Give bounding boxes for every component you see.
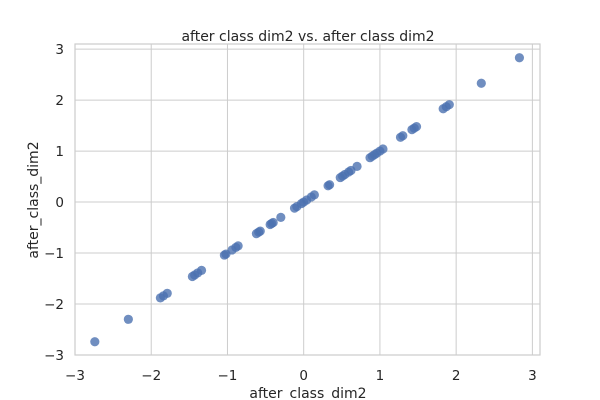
y-tick-label: −2 bbox=[44, 297, 64, 313]
data-point bbox=[196, 265, 207, 275]
data-points bbox=[90, 53, 525, 347]
data-point bbox=[444, 100, 454, 110]
data-point bbox=[378, 144, 388, 154]
grid-lines bbox=[74, 44, 540, 356]
data-point bbox=[162, 288, 172, 298]
y-tick-label: −3 bbox=[44, 348, 64, 364]
data-point bbox=[233, 241, 243, 251]
y-tick-label: −1 bbox=[44, 246, 64, 262]
data-point bbox=[514, 53, 525, 63]
y-tick-label: 3 bbox=[55, 42, 64, 58]
chart-title: after class dim2 vs. after class dim2 bbox=[181, 29, 434, 45]
y-tick-labels: −3 −2 −1 0 1 2 3 bbox=[44, 42, 64, 364]
data-point bbox=[352, 161, 362, 171]
x-axis-label: after_class_dim2 bbox=[249, 386, 366, 400]
x-tick-label: 0 bbox=[299, 368, 308, 384]
y-tick-label: 2 bbox=[55, 93, 64, 109]
data-point bbox=[411, 121, 422, 132]
data-point bbox=[255, 226, 265, 236]
x-tick-label: −2 bbox=[141, 368, 161, 384]
x-tick-label: 2 bbox=[452, 368, 461, 384]
x-tick-label: 3 bbox=[528, 368, 537, 384]
x-tick-label: −1 bbox=[218, 368, 238, 384]
data-point bbox=[123, 314, 133, 324]
data-point bbox=[268, 217, 278, 228]
data-point bbox=[476, 78, 486, 88]
data-point bbox=[90, 337, 100, 347]
data-point bbox=[309, 190, 319, 200]
y-tick-label: 1 bbox=[55, 144, 64, 160]
x-tick-labels: −3 −2 −1 0 1 2 3 bbox=[65, 368, 537, 384]
y-tick-label: 0 bbox=[55, 195, 64, 211]
x-tick-label: −3 bbox=[65, 368, 85, 384]
data-point bbox=[398, 131, 408, 141]
x-tick-label: 1 bbox=[376, 368, 385, 384]
y-axis-label: after_class_dim2 bbox=[26, 141, 42, 258]
data-point bbox=[325, 180, 335, 190]
data-point bbox=[276, 212, 286, 222]
plot-frame bbox=[74, 43, 541, 356]
